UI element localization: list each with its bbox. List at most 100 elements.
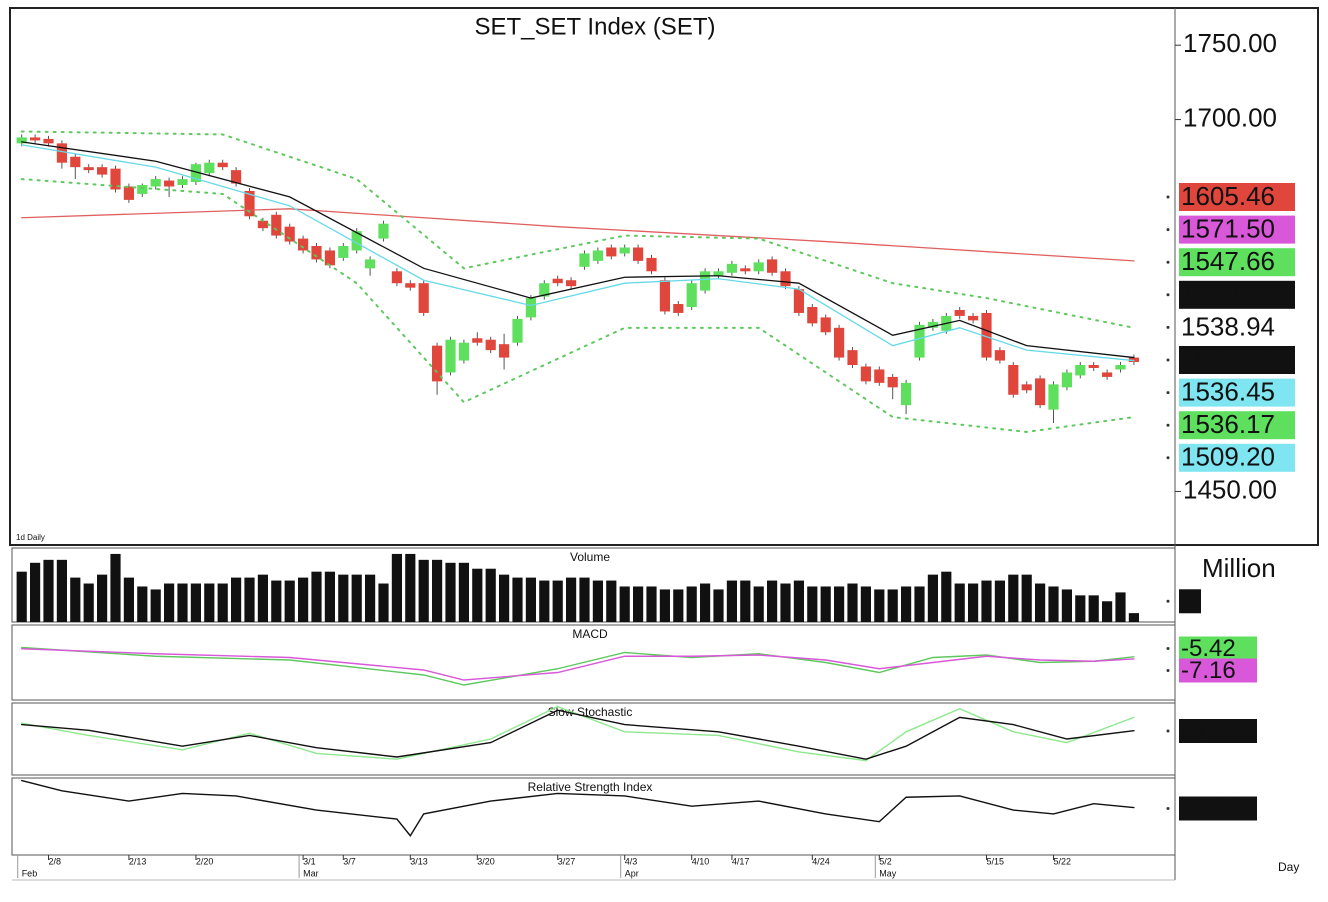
month-label: Apr — [625, 868, 639, 878]
volume-bar — [445, 562, 456, 622]
value-label-box — [1179, 215, 1295, 244]
volume-bar — [713, 589, 724, 622]
volume-bar — [1115, 592, 1126, 622]
volume-bar — [405, 553, 416, 622]
indicator-line — [21, 141, 1135, 359]
candle-body — [164, 180, 175, 187]
volume-bar — [472, 568, 483, 622]
candle-body — [56, 143, 67, 163]
candle-body — [418, 283, 429, 313]
volume-bar — [177, 583, 188, 622]
volume-bar — [941, 571, 952, 622]
volume-bar — [1075, 595, 1086, 622]
candle-body — [83, 167, 94, 171]
value-label-box — [1179, 411, 1295, 440]
candle-body — [633, 247, 644, 261]
price-frame — [9, 7, 1319, 546]
candle-body — [1035, 378, 1046, 406]
stochastic-frame — [11, 702, 1176, 776]
candle-body — [914, 324, 925, 358]
candle-body — [860, 366, 871, 382]
candle-body — [150, 179, 161, 187]
candle-body — [700, 271, 711, 291]
value-dot — [1166, 358, 1170, 362]
volume-bar — [566, 577, 577, 622]
volume-bar — [244, 577, 255, 622]
candle-body — [726, 263, 737, 273]
candle-body — [378, 223, 389, 239]
volume-bar — [190, 583, 201, 622]
volume-bar — [834, 586, 845, 622]
volume-bar — [150, 589, 161, 622]
volume-bar — [1035, 583, 1046, 622]
value-label: 1537.56 — [1181, 344, 1275, 374]
volume-bar — [726, 580, 737, 622]
candle-body — [324, 250, 335, 266]
candle-body — [847, 350, 858, 366]
volume-bar — [284, 580, 295, 622]
value-dot — [1166, 325, 1170, 329]
y-axis-label: Million — [1202, 553, 1276, 583]
candle-body — [525, 298, 536, 318]
value-label-box — [1179, 346, 1295, 374]
volume-bar — [606, 580, 617, 622]
x-tick-label: 3/1 — [303, 856, 316, 866]
volume-bar — [458, 562, 469, 622]
volume-bar — [271, 580, 282, 622]
x-tick-label: 5/22 — [1054, 856, 1072, 866]
candle-body — [1102, 372, 1113, 377]
candle-body — [981, 312, 992, 358]
value-dot — [1166, 669, 1170, 672]
value-label: -7.16 — [1181, 657, 1236, 684]
candle-body — [70, 156, 81, 168]
value-dot — [1166, 456, 1170, 460]
candle-body — [123, 186, 134, 200]
candle-body — [780, 271, 791, 287]
volume-bar — [793, 580, 804, 622]
volume-bar — [968, 583, 979, 622]
candle-body — [713, 271, 724, 276]
candle-body — [458, 342, 469, 361]
volume-bar — [592, 580, 603, 622]
x-tick-label: 4/3 — [625, 856, 638, 866]
candle-body — [432, 345, 443, 382]
volume-bar — [901, 586, 912, 622]
x-tick-label: 4/17 — [732, 856, 750, 866]
candle-body — [298, 238, 309, 251]
candle-body — [1061, 372, 1072, 388]
value-label-box — [1179, 183, 1295, 211]
volume-bar — [43, 559, 54, 622]
candle-body — [1115, 365, 1126, 370]
candle-body — [767, 259, 778, 273]
candle-body — [887, 376, 898, 388]
volume-bar — [311, 571, 322, 622]
chart-title: SET_SET Index (SET) — [475, 13, 716, 40]
candle-body — [874, 369, 885, 383]
volume-bar — [137, 586, 148, 622]
candle-body — [820, 317, 831, 333]
volume-bar — [83, 583, 94, 622]
value-dot — [1166, 260, 1170, 264]
candle-body — [606, 247, 617, 257]
candle-body — [753, 262, 764, 272]
volume-bar — [204, 583, 215, 622]
value-label-box — [1179, 313, 1295, 342]
x-tick-label: 2/20 — [196, 856, 214, 866]
panel-title: Volume — [570, 550, 610, 564]
volume-bar — [123, 577, 134, 622]
month-label: Mar — [303, 868, 319, 878]
candle-body — [1128, 357, 1139, 363]
value-label-box — [1179, 378, 1295, 407]
value-dot — [1166, 195, 1170, 199]
volume-bar — [700, 583, 711, 622]
value-dot — [1166, 391, 1170, 395]
rsi-frame — [11, 777, 1176, 856]
volume-bar — [365, 574, 376, 622]
candle-body — [43, 138, 54, 144]
volume-bar — [646, 586, 657, 622]
volume-bar — [927, 574, 938, 622]
candle-body — [365, 259, 376, 269]
volume-bar — [539, 580, 550, 622]
value-label: 44.98 — [1181, 795, 1241, 822]
